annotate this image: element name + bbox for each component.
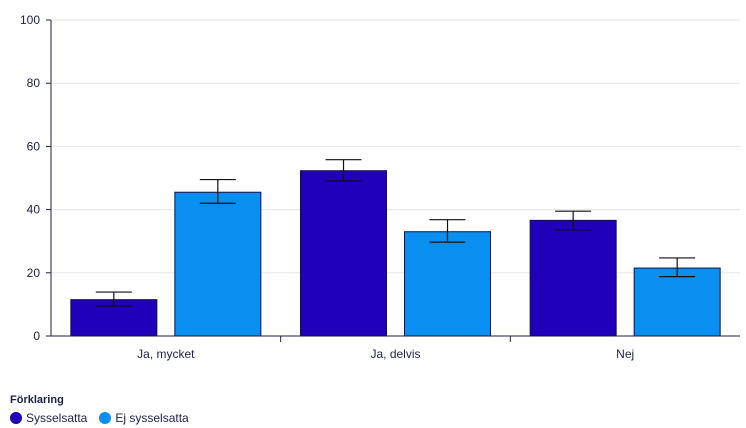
bar-0-1[interactable]	[300, 170, 387, 337]
legend-item-sysselsatta[interactable]: Sysselsatta	[10, 411, 87, 425]
bar-1-0[interactable]	[174, 191, 262, 337]
y-tick-label-20: 20	[27, 266, 41, 280]
bar-1-1[interactable]	[404, 231, 491, 337]
legend-items: Sysselsatta Ej sysselsatta	[10, 411, 201, 425]
legend-swatch-sysselsatta	[10, 412, 22, 424]
legend: Förklaring Sysselsatta Ej sysselsatta	[10, 394, 201, 425]
x-tick-label-1: Ja, delvis	[370, 347, 420, 361]
x-tick-label-2: Nej	[616, 347, 634, 361]
legend-label-ej-sysselsatta: Ej sysselsatta	[115, 411, 189, 425]
y-tick-label-100: 100	[20, 13, 40, 27]
legend-item-ej-sysselsatta[interactable]: Ej sysselsatta	[99, 411, 189, 425]
legend-label-sysselsatta: Sysselsatta	[26, 411, 88, 425]
x-tick-label-0: Ja, mycket	[137, 347, 195, 361]
legend-swatch-ej-sysselsatta	[99, 412, 112, 424]
legend-title: Förklaring	[10, 394, 64, 406]
bar-0-0[interactable]	[70, 299, 158, 337]
bar-chart: 0 20 40 60 80 100 Ja, mycket Ja, delvis Nej	[20, 13, 740, 361]
y-tick-label-40: 40	[27, 203, 41, 217]
bar-1-2[interactable]	[633, 267, 721, 337]
y-tick-label-0: 0	[33, 329, 40, 343]
y-tick-label-60: 60	[27, 139, 41, 153]
bar-0-2[interactable]	[529, 219, 617, 337]
y-tick-label-80: 80	[27, 76, 41, 90]
